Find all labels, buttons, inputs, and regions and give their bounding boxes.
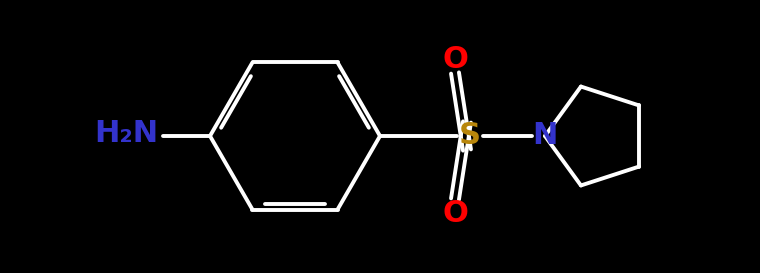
Text: O: O bbox=[442, 198, 468, 227]
Text: O: O bbox=[442, 44, 468, 73]
Text: S: S bbox=[459, 121, 481, 150]
Text: N: N bbox=[532, 121, 558, 150]
Text: H₂N: H₂N bbox=[94, 120, 158, 149]
